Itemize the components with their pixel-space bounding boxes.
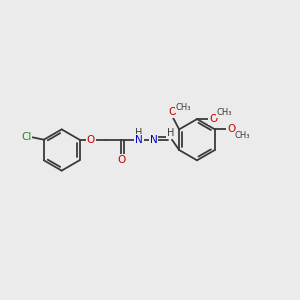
Text: O: O — [117, 155, 125, 165]
Text: CH₃: CH₃ — [217, 108, 233, 117]
Text: O: O — [227, 124, 235, 134]
Text: N: N — [135, 135, 143, 145]
Text: H: H — [135, 128, 143, 138]
Text: O: O — [87, 135, 95, 145]
Text: O: O — [169, 107, 177, 117]
Text: Cl: Cl — [21, 132, 31, 142]
Text: N: N — [150, 135, 158, 145]
Text: CH₃: CH₃ — [175, 103, 191, 112]
Text: CH₃: CH₃ — [235, 131, 250, 140]
Text: H: H — [167, 128, 174, 138]
Text: O: O — [209, 114, 217, 124]
